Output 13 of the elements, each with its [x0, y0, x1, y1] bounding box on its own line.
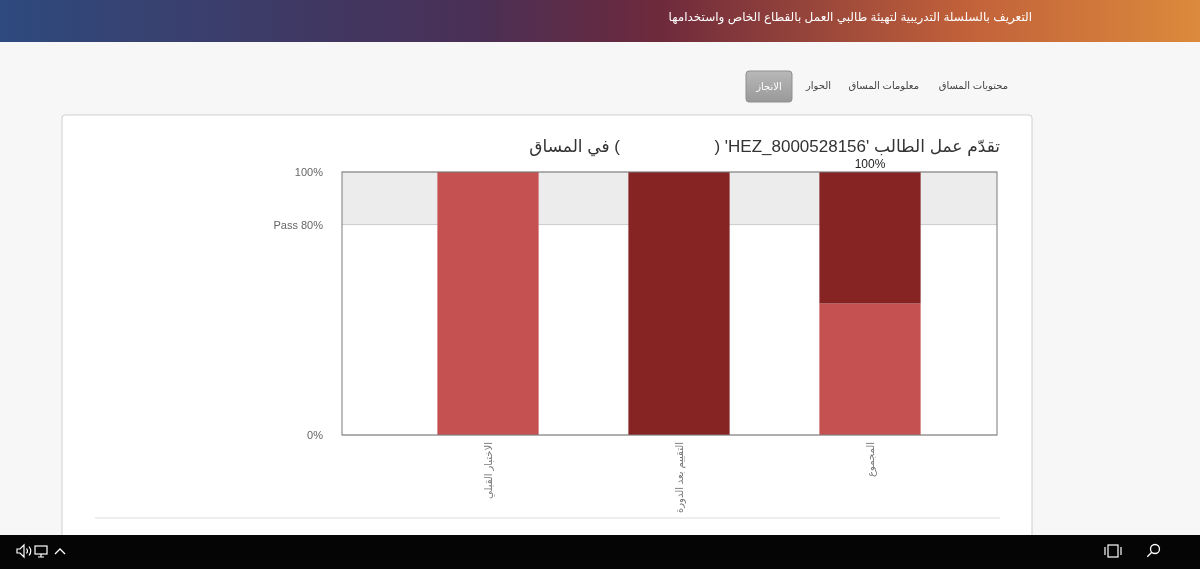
x-tick-label: الاختبار القبلي: [483, 442, 495, 499]
text: محتويات المساق: [938, 80, 1008, 91]
text: معلومات المساق: [848, 80, 919, 91]
text: الانجاز: [755, 81, 782, 92]
x-tick-label: المجموع: [865, 442, 877, 477]
total-label: 100%: [854, 157, 886, 171]
x-tick-label: التقييم بعد الدورة: [674, 442, 686, 513]
text: التعريف بالسلسلة التدريبية لتهيئة طالبي العمل بالقطاع الخاص واستخدامها: [668, 10, 1032, 25]
y-tick-label: 100%: [294, 166, 324, 178]
y-tick-label: Pass 80%: [273, 218, 324, 231]
y-tick-label: 0%: [307, 429, 324, 441]
chart-title: تقدّم عمل الطالب 'HEZ_8000528156' ( ) في المساق: [529, 137, 1001, 157]
text: الحوار: [804, 80, 831, 91]
